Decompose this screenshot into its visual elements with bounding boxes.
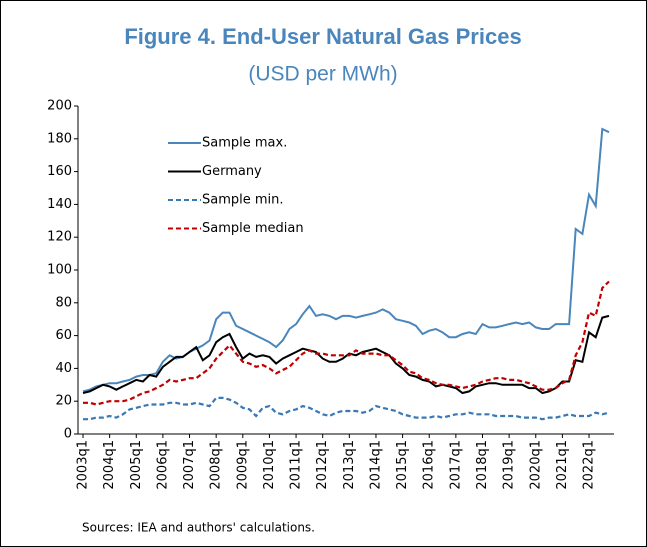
y-tick-label: 40 — [55, 361, 72, 376]
series-line — [82, 314, 610, 395]
legend-label: Germany — [202, 164, 262, 179]
x-tick-label: 2015q1 — [395, 440, 410, 490]
x-tick-label: 2014q1 — [368, 440, 383, 490]
y-tick-label: 100 — [47, 263, 72, 278]
y-tick-label: 80 — [55, 295, 72, 310]
y-tick-label: 200 — [47, 99, 72, 114]
x-tick-label: 2020q1 — [528, 440, 543, 490]
x-tick-label: 2007q1 — [182, 440, 197, 490]
x-tick-label: 2010q1 — [262, 440, 277, 490]
x-tick-label: 2022q1 — [582, 440, 597, 490]
x-tick-label: 2006q1 — [155, 440, 170, 490]
y-tick-label: 120 — [47, 230, 72, 245]
x-tick-label: 2012q1 — [315, 440, 330, 490]
x-tick-label: 2016q1 — [422, 440, 437, 490]
legend-label: Sample median — [202, 221, 304, 236]
x-tick-label: 2004q1 — [102, 440, 117, 490]
series-line — [83, 396, 610, 421]
x-tick-label: 2018q1 — [475, 440, 490, 490]
x-tick-label: 2008q1 — [209, 440, 224, 490]
y-tick-label: 140 — [47, 197, 72, 212]
x-tick-label: 2011q1 — [289, 440, 304, 490]
y-tick-label: 20 — [55, 394, 72, 409]
x-tick-label: 2017q1 — [448, 440, 463, 490]
chart-title: Figure 4. End-User Natural Gas Prices — [124, 24, 521, 49]
chart-subtitle: (USD per MWh) — [248, 63, 397, 86]
y-tick-label: 160 — [47, 164, 72, 179]
x-tick-label: 2019q1 — [502, 440, 517, 490]
x-tick-label: 2003q1 — [76, 440, 91, 490]
y-tick-label: 180 — [47, 131, 72, 146]
series-line — [82, 127, 610, 393]
y-tick-label: 0 — [64, 427, 72, 442]
y-tick-label: 60 — [55, 328, 72, 343]
x-tick-label: 2013q1 — [342, 440, 357, 490]
x-tick-label: 2009q1 — [235, 440, 250, 490]
x-tick-label: 2005q1 — [129, 440, 144, 490]
legend-label: Sample min. — [202, 193, 284, 208]
x-tick-label: 2021q1 — [555, 440, 570, 490]
legend-label: Sample max. — [202, 136, 287, 151]
series-line — [83, 280, 610, 406]
source-note: Sources: IEA and authors' calculations. — [82, 521, 315, 535]
